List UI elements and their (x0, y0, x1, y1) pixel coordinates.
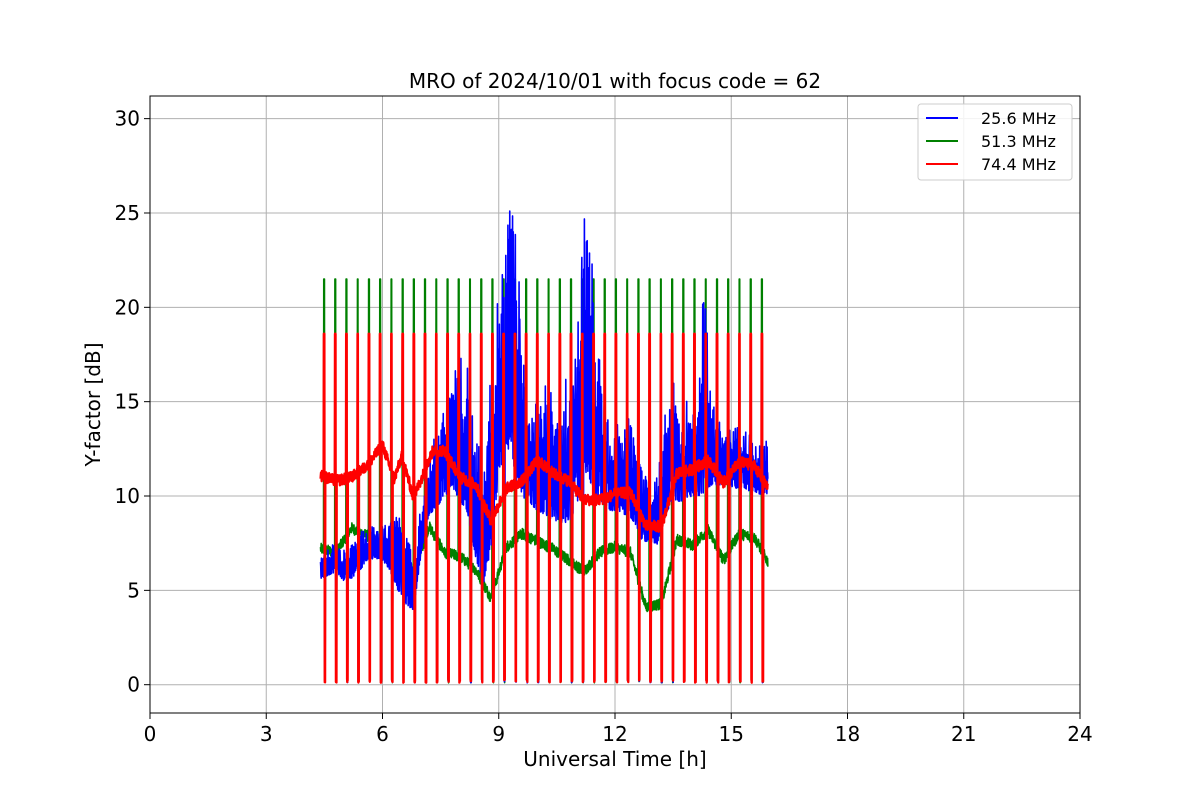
x-tick-label: 21 (951, 722, 976, 746)
x-tick-label: 18 (835, 722, 860, 746)
series-line (319, 332, 769, 684)
legend-label: 74.4 MHz (981, 155, 1056, 174)
legend-label: 51.3 MHz (981, 132, 1056, 151)
x-tick-label: 24 (1067, 722, 1092, 746)
legend: 25.6 MHz 51.3 MHz 74.4 MHz (917, 103, 1073, 181)
y-tick-label: 15 (115, 390, 140, 414)
chart-title: MRO of 2024/10/01 with focus code = 62 (409, 69, 821, 93)
y-tick-label: 30 (115, 107, 140, 131)
legend-box (917, 103, 1073, 181)
series-74-4-mhz (319, 332, 769, 684)
x-axis-label: Universal Time [h] (523, 747, 706, 771)
x-tick-label: 6 (376, 722, 389, 746)
series-layer (319, 210, 769, 684)
legend-label: 25.6 MHz (981, 109, 1056, 128)
y-axis-label: Y-factor [dB] (81, 342, 105, 467)
y-tick-label: 0 (127, 673, 140, 697)
x-tick-label: 12 (602, 722, 627, 746)
x-tick-label: 0 (144, 722, 157, 746)
axis-ticks: 0 3 6 9 12 15 18 21 24 0 5 10 15 20 25 30 (115, 107, 1093, 746)
x-tick-label: 3 (260, 722, 273, 746)
y-tick-label: 20 (115, 295, 140, 319)
y-tick-label: 25 (115, 201, 140, 225)
x-tick-label: 9 (492, 722, 505, 746)
y-tick-label: 5 (127, 578, 140, 602)
y-tick-label: 10 (115, 484, 140, 508)
x-tick-label: 15 (719, 722, 744, 746)
